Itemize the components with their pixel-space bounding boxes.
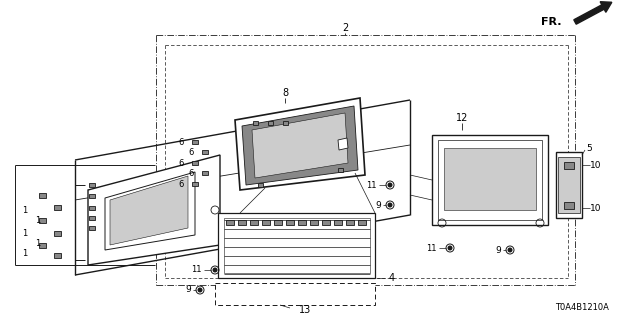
Text: 8: 8 xyxy=(282,88,288,98)
Bar xyxy=(202,150,208,154)
Polygon shape xyxy=(338,138,348,150)
Bar xyxy=(257,183,262,187)
Bar xyxy=(268,121,273,125)
Polygon shape xyxy=(438,140,542,220)
Text: 5: 5 xyxy=(586,143,592,153)
Circle shape xyxy=(213,268,217,272)
Bar xyxy=(54,252,61,258)
Text: 6: 6 xyxy=(188,148,194,156)
Text: 12: 12 xyxy=(456,113,468,123)
Bar xyxy=(286,220,294,225)
Bar xyxy=(226,220,234,225)
Circle shape xyxy=(198,288,202,292)
Bar xyxy=(38,218,45,222)
Text: 9: 9 xyxy=(375,201,381,210)
Text: 1: 1 xyxy=(35,238,40,247)
Text: 10: 10 xyxy=(590,161,602,170)
Bar xyxy=(202,171,208,175)
Text: 6: 6 xyxy=(179,180,184,188)
Bar xyxy=(564,202,574,209)
Text: T0A4B1210A: T0A4B1210A xyxy=(555,303,609,313)
Bar xyxy=(38,193,45,197)
Bar xyxy=(358,220,366,225)
Bar xyxy=(89,226,95,230)
Bar xyxy=(274,220,282,225)
Text: 1: 1 xyxy=(22,249,28,258)
Bar xyxy=(192,182,198,186)
Text: 9: 9 xyxy=(185,285,191,294)
Bar xyxy=(322,220,330,225)
Polygon shape xyxy=(215,283,375,305)
Polygon shape xyxy=(252,113,348,178)
Text: FR.: FR. xyxy=(541,17,562,27)
Text: 11: 11 xyxy=(365,180,376,189)
Bar xyxy=(262,220,270,225)
Text: 13: 13 xyxy=(299,305,311,315)
Polygon shape xyxy=(556,152,582,218)
Text: 10: 10 xyxy=(590,204,602,212)
Bar xyxy=(337,168,342,172)
Bar xyxy=(346,220,354,225)
Bar xyxy=(282,121,287,125)
Circle shape xyxy=(388,183,392,187)
Bar xyxy=(238,220,246,225)
Bar xyxy=(192,140,198,144)
FancyArrow shape xyxy=(574,2,612,24)
Polygon shape xyxy=(432,135,548,225)
Polygon shape xyxy=(558,157,580,213)
Bar xyxy=(310,220,318,225)
Polygon shape xyxy=(242,106,358,185)
Text: 11: 11 xyxy=(426,244,436,252)
Polygon shape xyxy=(218,213,375,278)
Text: 1: 1 xyxy=(22,228,28,237)
Bar xyxy=(250,220,258,225)
Text: 2: 2 xyxy=(342,23,348,33)
Bar xyxy=(89,216,95,220)
Circle shape xyxy=(508,248,512,252)
Circle shape xyxy=(388,203,392,207)
Bar xyxy=(38,243,45,247)
Polygon shape xyxy=(88,155,220,265)
Bar xyxy=(298,220,306,225)
Text: 4: 4 xyxy=(389,273,395,283)
Bar xyxy=(564,162,574,169)
Bar xyxy=(89,183,95,187)
Bar xyxy=(89,206,95,210)
Text: 11: 11 xyxy=(191,266,201,275)
Text: 6: 6 xyxy=(188,169,194,178)
Bar xyxy=(334,220,342,225)
Bar xyxy=(54,230,61,236)
Bar xyxy=(54,204,61,210)
Polygon shape xyxy=(110,176,188,245)
Text: 1: 1 xyxy=(22,205,28,214)
Bar xyxy=(89,194,95,198)
Text: 9: 9 xyxy=(495,245,501,254)
Polygon shape xyxy=(105,172,195,250)
Text: 6: 6 xyxy=(179,138,184,147)
Circle shape xyxy=(448,246,452,250)
Text: 6: 6 xyxy=(179,158,184,167)
Polygon shape xyxy=(235,98,365,190)
Bar xyxy=(253,121,257,125)
Text: 1: 1 xyxy=(35,215,40,225)
Bar xyxy=(192,161,198,165)
Polygon shape xyxy=(444,148,536,210)
